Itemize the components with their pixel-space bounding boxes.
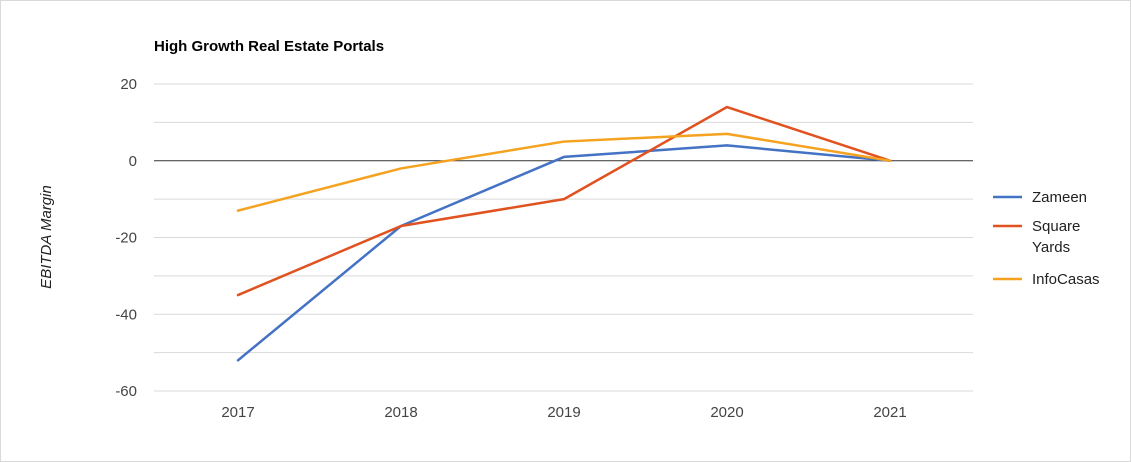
legend-entry: Square Yards xyxy=(1032,218,1080,256)
x-tick-label: 2019 xyxy=(547,404,580,421)
x-tick-label: 2020 xyxy=(710,404,743,421)
y-tick-label: -20 xyxy=(115,230,137,247)
y-tick-label: 0 xyxy=(129,153,137,170)
chart-title: High Growth Real Estate Portals xyxy=(154,38,384,55)
y-tick-label: -60 xyxy=(115,383,137,400)
legend: Zameen Square Yards InfoCasas xyxy=(993,189,1100,288)
legend-entry: Zameen xyxy=(1032,189,1087,206)
x-axis-ticks: 2017 2018 2019 2020 2021 xyxy=(221,404,906,421)
x-tick-label: 2021 xyxy=(873,404,906,421)
series-line xyxy=(236,132,892,212)
x-tick-label: 2017 xyxy=(221,404,254,421)
y-axis-ticks: 20 0 -20 -40 -60 xyxy=(115,76,137,400)
y-tick-label: -40 xyxy=(115,306,137,323)
grid-lines xyxy=(154,83,973,392)
series-line xyxy=(236,144,892,362)
series-lines xyxy=(236,105,892,362)
legend-entry: InfoCasas xyxy=(1032,271,1100,288)
y-axis-label: EBITDA Margin xyxy=(38,185,55,289)
x-tick-label: 2018 xyxy=(384,404,417,421)
y-tick-label: 20 xyxy=(120,76,137,93)
series-line xyxy=(236,105,892,297)
